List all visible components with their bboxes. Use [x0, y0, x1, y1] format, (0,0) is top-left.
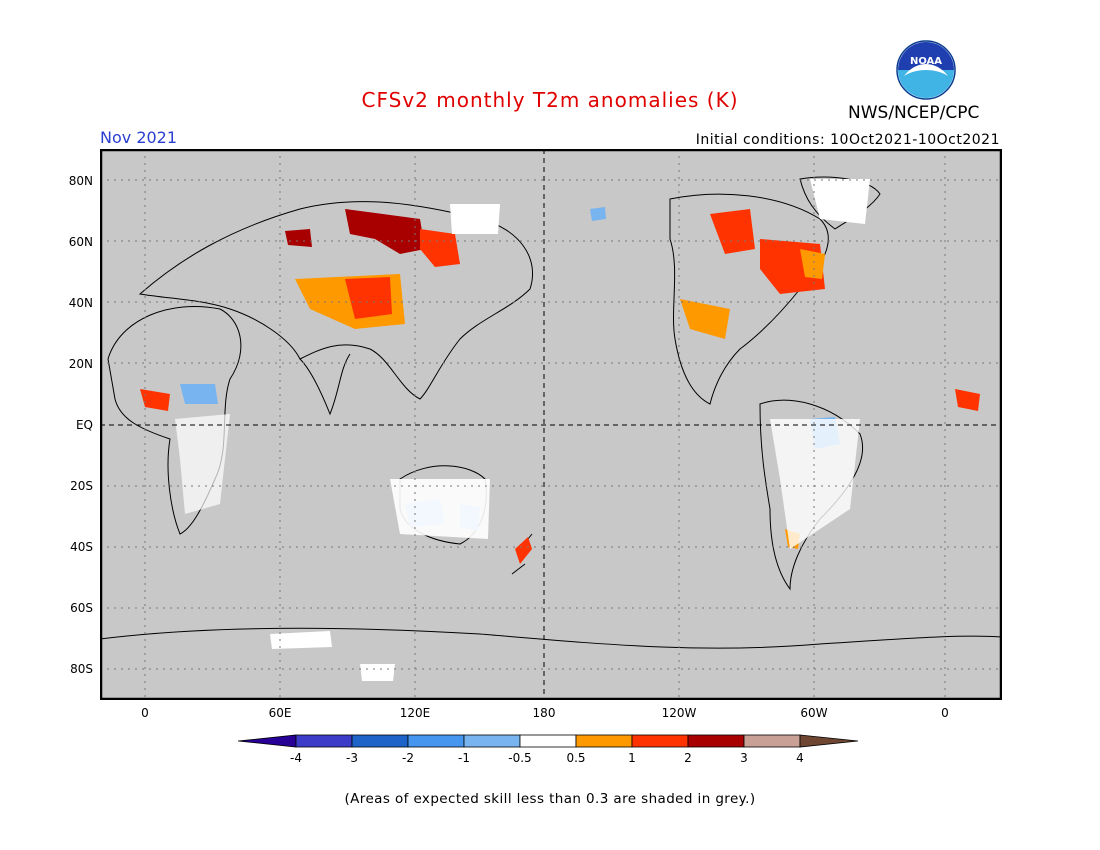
colorbar-tick-label: 0.5 [566, 751, 585, 765]
colorbar-tick-label: 4 [796, 751, 804, 765]
colorbar-right-arrow [799, 734, 859, 748]
colorbar-segment [463, 734, 521, 748]
lat-label: 80S [70, 662, 93, 676]
siberia-anomaly [345, 209, 425, 254]
colorbar-labels: -4 -3 -2 -1 -0.5 0.5 1 2 3 4 [290, 751, 804, 765]
lon-label: 0 [941, 706, 949, 720]
noaa-logo: NOAA [896, 40, 956, 100]
agency-label: NWS/NCEP/CPC [848, 103, 980, 123]
colorbar-boxes [238, 734, 859, 748]
near-normal-patches [175, 179, 870, 681]
lon-label: 120W [662, 706, 697, 720]
lat-label: 20N [69, 357, 93, 371]
graticule [100, 149, 1002, 700]
lon-label: 60W [800, 706, 827, 720]
colorbar-segment [743, 734, 801, 748]
longitude-axis: 0 60E 120E 180 120W 60W 0 [141, 706, 949, 720]
colorbar-tick-label: 1 [628, 751, 636, 765]
lat-label: 60S [70, 601, 93, 615]
initial-conditions: Initial conditions: 10Oct2021-10Oct2021 [695, 132, 1000, 148]
lat-label: EQ [76, 418, 93, 432]
noaa-logo-text: NOAA [910, 56, 942, 67]
colorbar-tick-label: 2 [684, 751, 692, 765]
colorbar-tick-label: 3 [740, 751, 748, 765]
lat-label: 40N [69, 296, 93, 310]
colorbar-tick-label: -4 [290, 751, 302, 765]
west-africa-east-repeat-anomaly [955, 389, 980, 411]
lat-label: 40S [70, 540, 93, 554]
west-africa-anomaly [140, 389, 170, 411]
central-asia-core-anomaly [345, 277, 392, 319]
east-siberia-anomaly [420, 229, 460, 267]
lat-label: 60N [69, 235, 93, 249]
colorbar-tick-label: -3 [346, 751, 358, 765]
colorbar-segment [687, 734, 745, 748]
lon-label: 60E [269, 706, 292, 720]
west-siberia-anomaly [285, 229, 312, 247]
colorbar-tick-label: -2 [402, 751, 414, 765]
skill-note: (Areas of expected skill less than 0.3 a… [344, 791, 756, 807]
colorbar-tick-label: -0.5 [508, 751, 531, 765]
anomaly-map [100, 149, 1002, 700]
new-zealand-anomaly [515, 537, 532, 564]
sahel-anomaly [180, 384, 218, 404]
colorbar-segment [631, 734, 689, 748]
alaska-anomaly [590, 207, 606, 221]
colorbar-segment [351, 734, 409, 748]
colorbar: -4 -3 -2 -1 -0.5 0.5 1 2 3 4 [238, 734, 859, 765]
map-title: CFSv2 monthly T2m anomalies (K) [361, 88, 739, 112]
colorbar-segment [407, 734, 465, 748]
colorbar-tick-label: -1 [458, 751, 470, 765]
quebec-anomaly [800, 249, 825, 279]
colorbar-segment [575, 734, 633, 748]
us-southwest-anomaly [680, 299, 730, 339]
map-frame [100, 149, 1002, 700]
lat-label: 80N [69, 174, 93, 188]
latitude-axis: 80N 60N 40N 20N EQ 20S 40S 60S 80S [69, 174, 93, 676]
forecast-period: Nov 2021 [100, 128, 178, 147]
lon-label: 120E [400, 706, 431, 720]
lon-label: 0 [141, 706, 149, 720]
colorbar-segment [295, 734, 353, 748]
colorbar-segment [519, 734, 577, 748]
colorbar-left-arrow [238, 734, 297, 748]
lat-label: 20S [70, 479, 93, 493]
canada-west-anomaly [710, 209, 755, 254]
lon-label: 180 [533, 706, 556, 720]
